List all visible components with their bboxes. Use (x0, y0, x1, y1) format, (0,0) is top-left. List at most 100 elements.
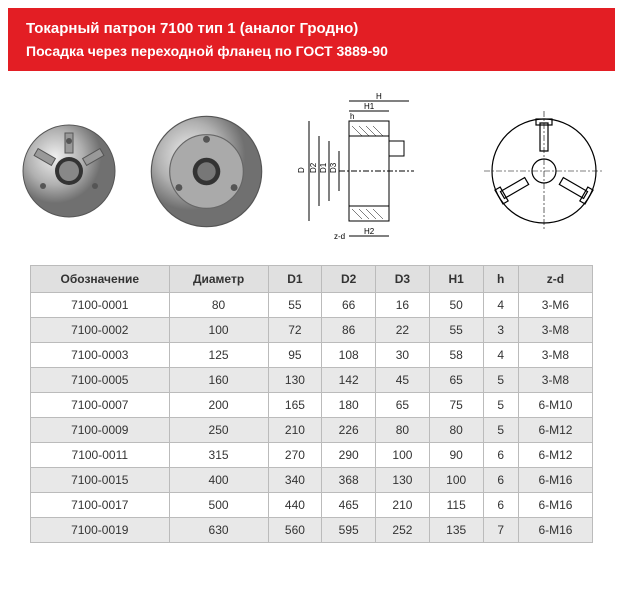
table-cell: 6-М16 (518, 468, 592, 493)
table-cell: 5 (483, 418, 518, 443)
header-title-1: Токарный патрон 7100 тип 1 (аналог Гродн… (26, 20, 597, 37)
table-cell: 135 (429, 518, 483, 543)
table-cell: 595 (322, 518, 376, 543)
table-cell: 50 (429, 293, 483, 318)
dim-D2: D2 (309, 162, 318, 173)
table-cell: 100 (429, 468, 483, 493)
dim-H: H (376, 92, 382, 101)
table-cell: 22 (376, 318, 430, 343)
col-diam: Диаметр (169, 266, 268, 293)
table-cell: 125 (169, 343, 268, 368)
table-cell: 160 (169, 368, 268, 393)
table-header-row: Обозначение Диаметр D1 D2 D3 H1 h z-d (31, 266, 593, 293)
table-cell: 6 (483, 468, 518, 493)
table-cell: 30 (376, 343, 430, 368)
table-cell: 630 (169, 518, 268, 543)
table-cell: 65 (376, 393, 430, 418)
table-row: 7100-0005160130142456553-М8 (31, 368, 593, 393)
table-cell: 7100-0017 (31, 493, 170, 518)
table-cell: 7100-0002 (31, 318, 170, 343)
table-cell: 340 (268, 468, 322, 493)
table-cell: 58 (429, 343, 483, 368)
table-cell: 6-М16 (518, 518, 592, 543)
table-cell: 226 (322, 418, 376, 443)
table-row: 7100-000312595108305843-М8 (31, 343, 593, 368)
table-cell: 45 (376, 368, 430, 393)
table-cell: 3 (483, 318, 518, 343)
table-row: 7100-001963056059525213576-М16 (31, 518, 593, 543)
table-cell: 7100-0005 (31, 368, 170, 393)
dim-h: h (350, 112, 354, 121)
table-cell: 80 (376, 418, 430, 443)
table-cell: 252 (376, 518, 430, 543)
table-cell: 250 (169, 418, 268, 443)
table-cell: 4 (483, 293, 518, 318)
table-cell: 90 (429, 443, 483, 468)
table-cell: 7100-0003 (31, 343, 170, 368)
table-cell: 7100-0007 (31, 393, 170, 418)
table-row: 7100-001540034036813010066-М16 (31, 468, 593, 493)
table-cell: 315 (169, 443, 268, 468)
col-oboz: Обозначение (31, 266, 170, 293)
dim-D3: D3 (329, 162, 338, 173)
chuck-photo-side (149, 114, 264, 229)
table-cell: 3-М6 (518, 293, 592, 318)
col-d3: D3 (376, 266, 430, 293)
col-h1: H1 (429, 266, 483, 293)
table-cell: 95 (268, 343, 322, 368)
table-cell: 100 (169, 318, 268, 343)
table-cell: 560 (268, 518, 322, 543)
technical-drawing: D D2 D1 D3 H H1 h H2 z-d (294, 91, 454, 251)
table-cell: 80 (429, 418, 483, 443)
table-cell: 210 (376, 493, 430, 518)
table-cell: 3-М8 (518, 318, 592, 343)
table-cell: 108 (322, 343, 376, 368)
table-cell: 210 (268, 418, 322, 443)
table-cell: 130 (268, 368, 322, 393)
table-cell: 7100-0009 (31, 418, 170, 443)
table-cell: 6-М16 (518, 493, 592, 518)
header-bar: Токарный патрон 7100 тип 1 (аналог Гродн… (8, 8, 615, 71)
table-cell: 7100-0011 (31, 443, 170, 468)
table-cell: 6 (483, 443, 518, 468)
table-cell: 5 (483, 368, 518, 393)
table-cell: 7100-0001 (31, 293, 170, 318)
table-cell: 66 (322, 293, 376, 318)
table-cell: 115 (429, 493, 483, 518)
table-cell: 440 (268, 493, 322, 518)
table-row: 7100-0009250210226808056-М12 (31, 418, 593, 443)
table-cell: 16 (376, 293, 430, 318)
table-cell: 180 (322, 393, 376, 418)
table-cell: 65 (429, 368, 483, 393)
table-cell: 55 (429, 318, 483, 343)
table-cell: 130 (376, 468, 430, 493)
table-cell: 5 (483, 393, 518, 418)
table-cell: 6-М12 (518, 418, 592, 443)
dim-D1: D1 (319, 162, 328, 173)
table-row: 7100-00113152702901009066-М12 (31, 443, 593, 468)
table-cell: 500 (169, 493, 268, 518)
table-cell: 7 (483, 518, 518, 543)
table-cell: 7100-0019 (31, 518, 170, 543)
col-d2: D2 (322, 266, 376, 293)
dim-H2: H2 (364, 227, 375, 236)
col-d1: D1 (268, 266, 322, 293)
dim-H1: H1 (364, 102, 375, 111)
table-cell: 165 (268, 393, 322, 418)
table-cell: 465 (322, 493, 376, 518)
schematic-front (484, 111, 604, 231)
table-cell: 100 (376, 443, 430, 468)
table-cell: 3-М8 (518, 343, 592, 368)
table-cell: 290 (322, 443, 376, 468)
images-row: D D2 D1 D3 H H1 h H2 z-d (0, 81, 623, 265)
table-row: 7100-0007200165180657556-М10 (31, 393, 593, 418)
table-cell: 6 (483, 493, 518, 518)
table-row: 7100-0001805566165043-М6 (31, 293, 593, 318)
table-cell: 3-М8 (518, 368, 592, 393)
table-cell: 270 (268, 443, 322, 468)
table-cell: 72 (268, 318, 322, 343)
table-cell: 142 (322, 368, 376, 393)
spec-table-wrapper: Обозначение Диаметр D1 D2 D3 H1 h z-d 71… (0, 265, 623, 563)
table-cell: 86 (322, 318, 376, 343)
col-h: h (483, 266, 518, 293)
